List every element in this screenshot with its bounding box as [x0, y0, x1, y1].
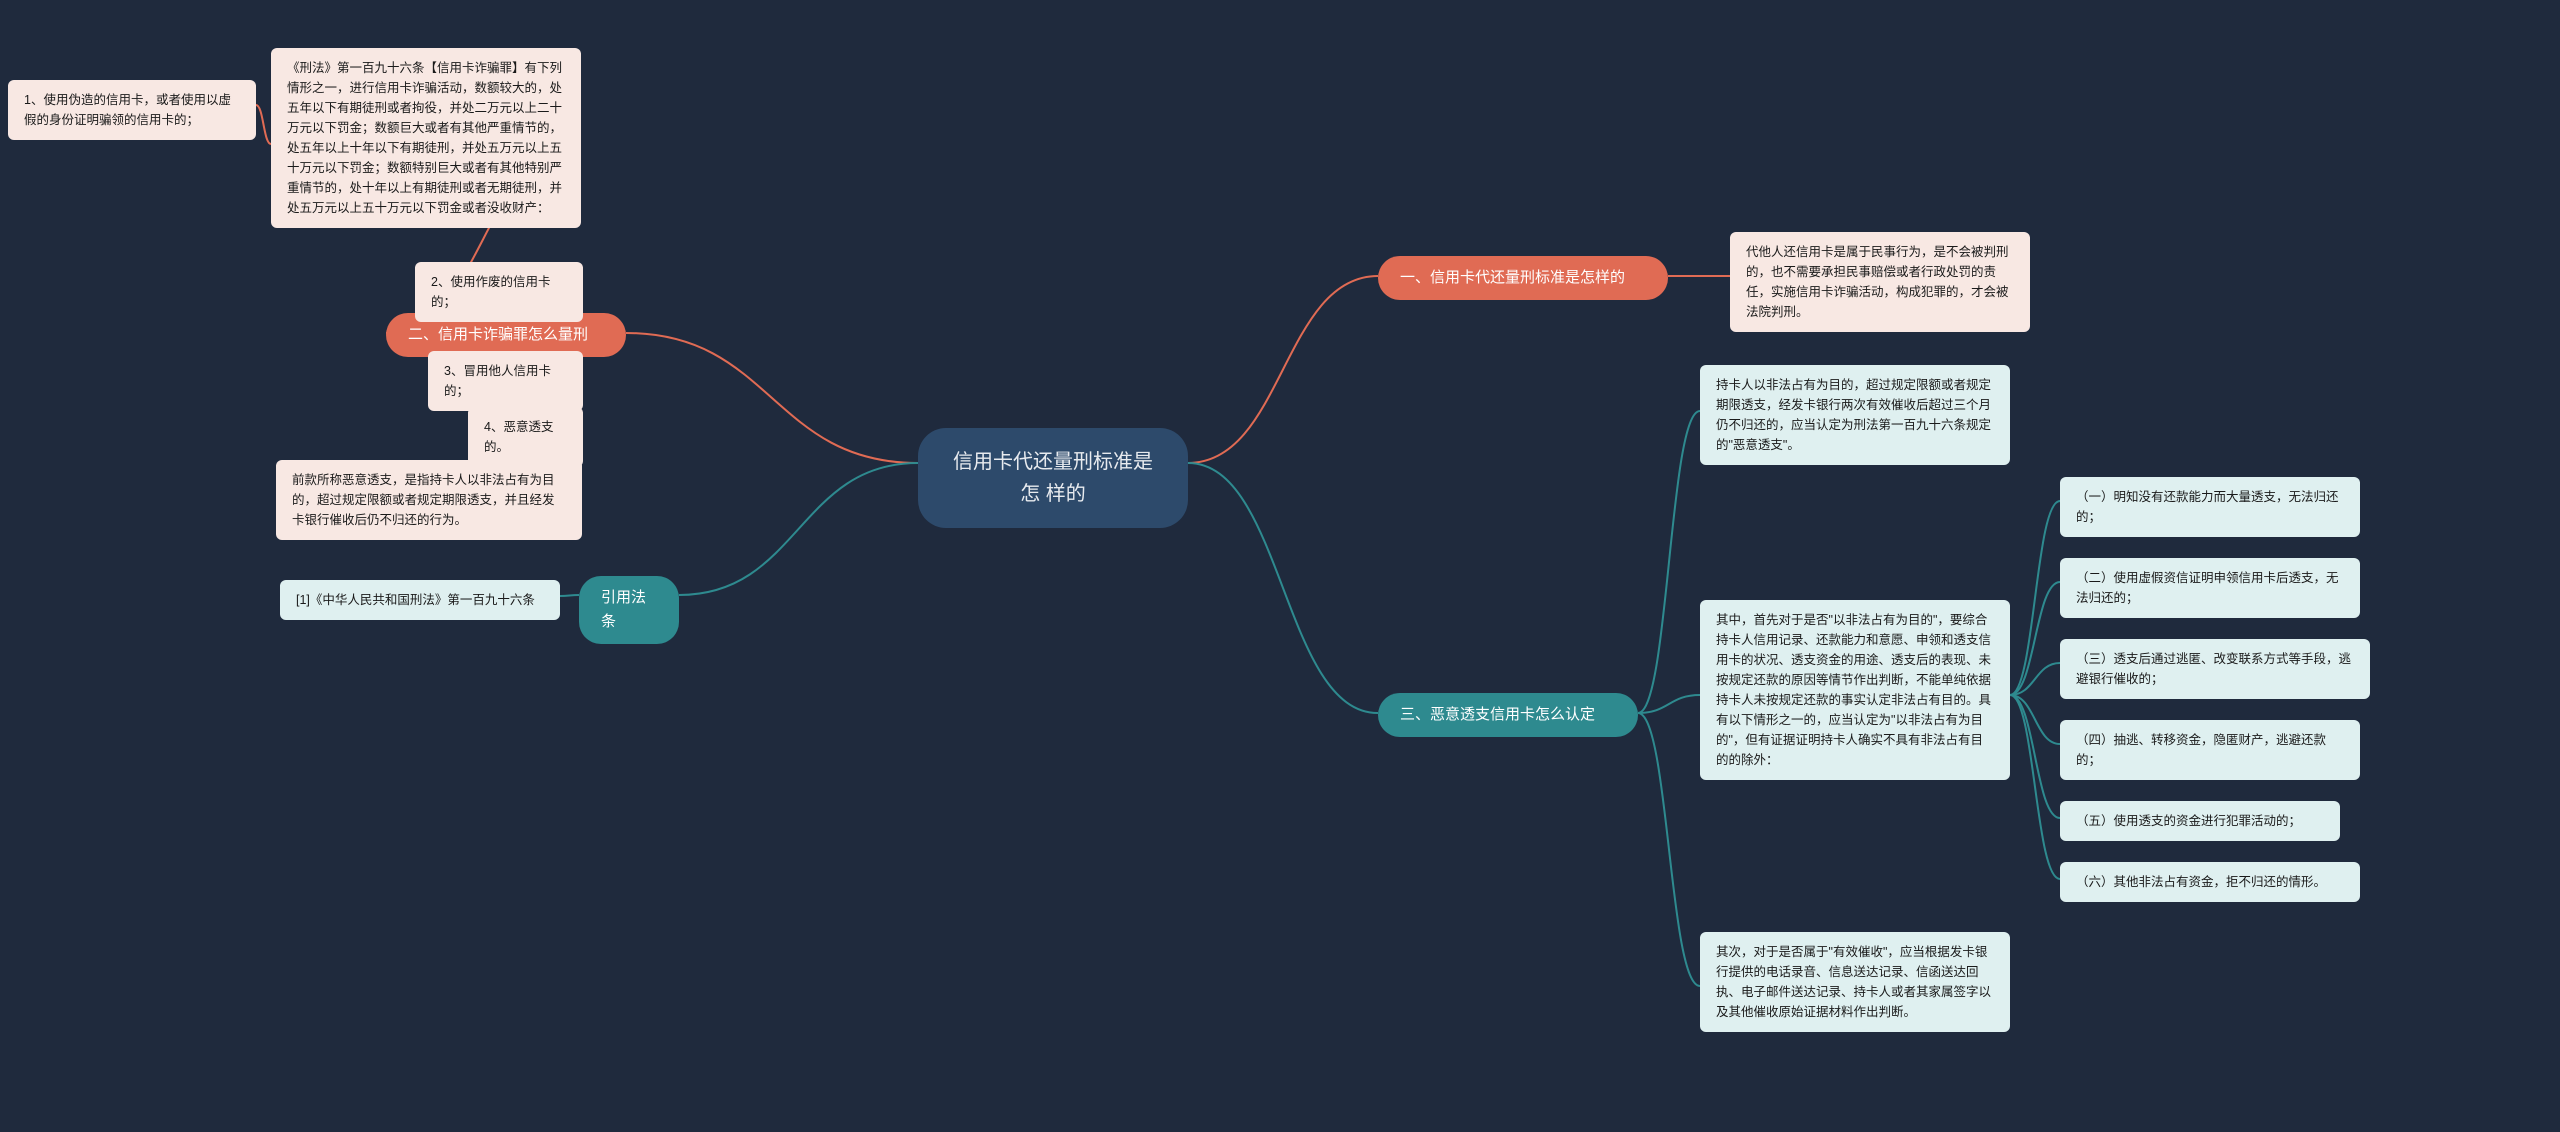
center-node: 信用卡代还量刑标准是怎 样的	[918, 428, 1188, 528]
leaf-b2-1: 2、使用作废的信用卡的；	[415, 262, 583, 322]
sub-b3-1-4: （五）使用透支的资金进行犯罪活动的；	[2060, 801, 2340, 841]
leaf-b2-2: 3、冒用他人信用卡的；	[428, 351, 583, 411]
leaf-b3-2: 其次，对于是否属于"有效催收"，应当根据发卡银行提供的电话录音、信息送达记录、信…	[1700, 932, 2010, 1032]
leaf-b1-0: 代他人还信用卡是属于民事行为，是不会被判刑的，也不需要承担民事赔偿或者行政处罚的…	[1730, 232, 2030, 332]
sub-b3-1-3: （四）抽逃、转移资金，隐匿财产，逃避还款的；	[2060, 720, 2360, 780]
sub-b3-1-5: （六）其他非法占有资金，拒不归还的情形。	[2060, 862, 2360, 902]
leaf-b3-1: 其中，首先对于是否"以非法占有为目的"，要综合持卡人信用记录、还款能力和意愿、申…	[1700, 600, 2010, 780]
branch-b4: 引用法条	[579, 576, 679, 644]
leaf-b2-4: 前款所称恶意透支，是指持卡人以非法占有为目的，超过规定限额或者规定期限透支，并且…	[276, 460, 582, 540]
branch-b1: 一、信用卡代还量刑标准是怎样的	[1378, 256, 1668, 300]
branch-b3: 三、恶意透支信用卡怎么认定	[1378, 693, 1638, 737]
leaf-b2-0: 《刑法》第一百九十六条【信用卡诈骗罪】有下列情形之一，进行信用卡诈骗活动，数额较…	[271, 48, 581, 228]
sub-b3-1-0: （一）明知没有还款能力而大量透支，无法归还的；	[2060, 477, 2360, 537]
sub-b2-0-0: 1、使用伪造的信用卡，或者使用以虚假的身份证明骗领的信用卡的；	[8, 80, 256, 140]
sub-b3-1-2: （三）透支后通过逃匿、改变联系方式等手段，逃避银行催收的；	[2060, 639, 2370, 699]
leaf-b4-0: [1]《中华人民共和国刑法》第一百九十六条	[280, 580, 560, 620]
sub-b3-1-1: （二）使用虚假资信证明申领信用卡后透支，无法归还的；	[2060, 558, 2360, 618]
leaf-b3-0: 持卡人以非法占有为目的，超过规定限额或者规定期限透支，经发卡银行两次有效催收后超…	[1700, 365, 2010, 465]
leaf-b2-3: 4、恶意透支的。	[468, 407, 583, 467]
